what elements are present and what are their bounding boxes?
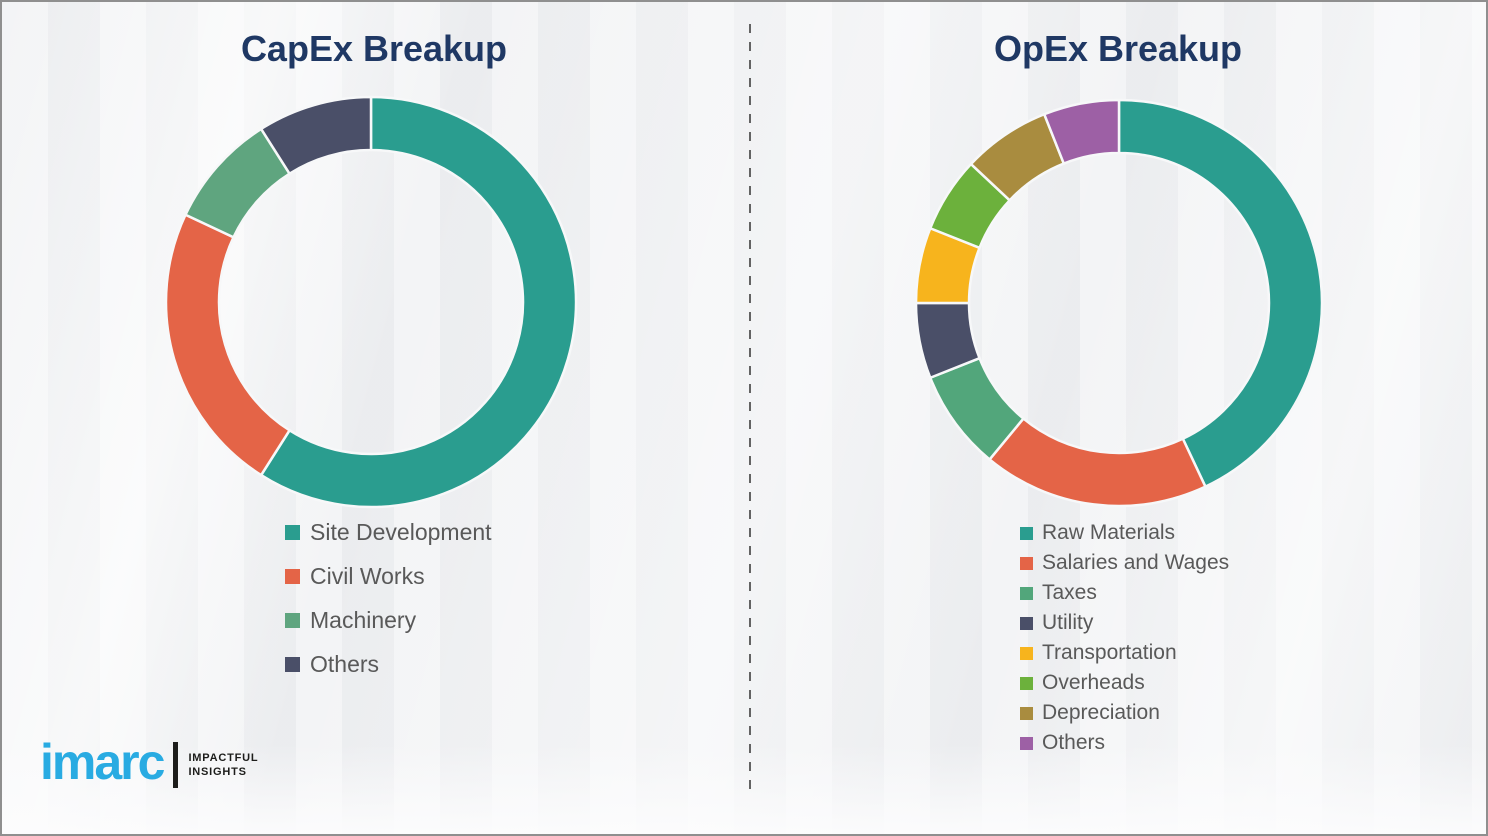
legend-swatch-raw-materials xyxy=(1020,526,1033,540)
imarc-logo-tagline: IMPACTFUL INSIGHTS xyxy=(188,751,258,780)
imarc-logo-divider-bar xyxy=(173,742,179,788)
legend-swatch-salaries-and-wages xyxy=(1020,556,1033,570)
opex-donut-chart xyxy=(913,97,1325,509)
legend-item-overheads: Overheads xyxy=(1020,668,1229,698)
donut-slice-salaries-and-wages xyxy=(988,417,1207,508)
legend-label: Utility xyxy=(1042,611,1094,634)
legend-label: Taxes xyxy=(1042,581,1097,604)
capex-legend: Site Development Civil Works Machinery Othe… xyxy=(285,510,492,686)
imarc-logo-wordmark: imarc xyxy=(40,734,165,790)
legend-item-others: Others xyxy=(1020,728,1229,758)
imarc-tagline-line1: IMPACTFUL xyxy=(188,751,259,764)
capex-chart-title: CapEx Breakup xyxy=(240,28,508,69)
legend-item-machinery: Machinery xyxy=(285,598,492,642)
legend-item-depreciation: Depreciation xyxy=(1020,698,1229,728)
donut-slice-raw-materials xyxy=(1117,98,1324,488)
legend-swatch-overheads xyxy=(1020,676,1033,690)
legend-swatch-others xyxy=(1020,736,1033,750)
legend-swatch-taxes xyxy=(1020,586,1033,600)
capex-panel: CapEx Breakup Site Development Civil Work… xyxy=(2,2,746,834)
opex-legend: Raw Materials Salaries and Wages Taxes Util… xyxy=(1020,518,1229,758)
legend-item-others: Others xyxy=(285,642,492,686)
legend-swatch-machinery xyxy=(285,612,300,628)
legend-item-salaries-and-wages: Salaries and Wages xyxy=(1020,548,1229,578)
legend-swatch-civil-works xyxy=(285,568,300,584)
legend-label: Transportation xyxy=(1042,641,1177,664)
legend-item-raw-materials: Raw Materials xyxy=(1020,518,1229,548)
legend-label: Others xyxy=(310,650,380,677)
capex-donut-chart xyxy=(163,94,579,510)
legend-label: Depreciation xyxy=(1042,701,1160,724)
legend-label: Salaries and Wages xyxy=(1042,551,1230,574)
legend-label: Site Development xyxy=(310,518,492,545)
legend-item-civil-works: Civil Works xyxy=(285,554,492,598)
imarc-tagline-line2: INSIGHTS xyxy=(188,766,247,778)
legend-label: Overheads xyxy=(1042,671,1145,694)
legend-item-site-development: Site Development xyxy=(285,510,492,554)
legend-item-taxes: Taxes xyxy=(1020,578,1229,608)
opex-panel: OpEx Breakup Raw Materials Salaries and W… xyxy=(746,2,1486,834)
legend-swatch-depreciation xyxy=(1020,706,1033,720)
legend-swatch-others xyxy=(285,656,300,672)
legend-label: Raw Materials xyxy=(1042,521,1176,544)
opex-chart-title: OpEx Breakup xyxy=(993,28,1243,69)
legend-swatch-site-development xyxy=(285,524,300,540)
legend-item-utility: Utility xyxy=(1020,608,1229,638)
legend-swatch-utility xyxy=(1020,616,1033,630)
donut-slice-civil-works xyxy=(164,213,291,477)
legend-label: Machinery xyxy=(310,606,417,633)
imarc-logo: imarc IMPACTFUL INSIGHTS xyxy=(40,736,258,788)
legend-label: Others xyxy=(1042,731,1106,754)
legend-swatch-transportation xyxy=(1020,646,1033,660)
legend-label: Civil Works xyxy=(310,562,425,589)
legend-item-transportation: Transportation xyxy=(1020,638,1229,668)
